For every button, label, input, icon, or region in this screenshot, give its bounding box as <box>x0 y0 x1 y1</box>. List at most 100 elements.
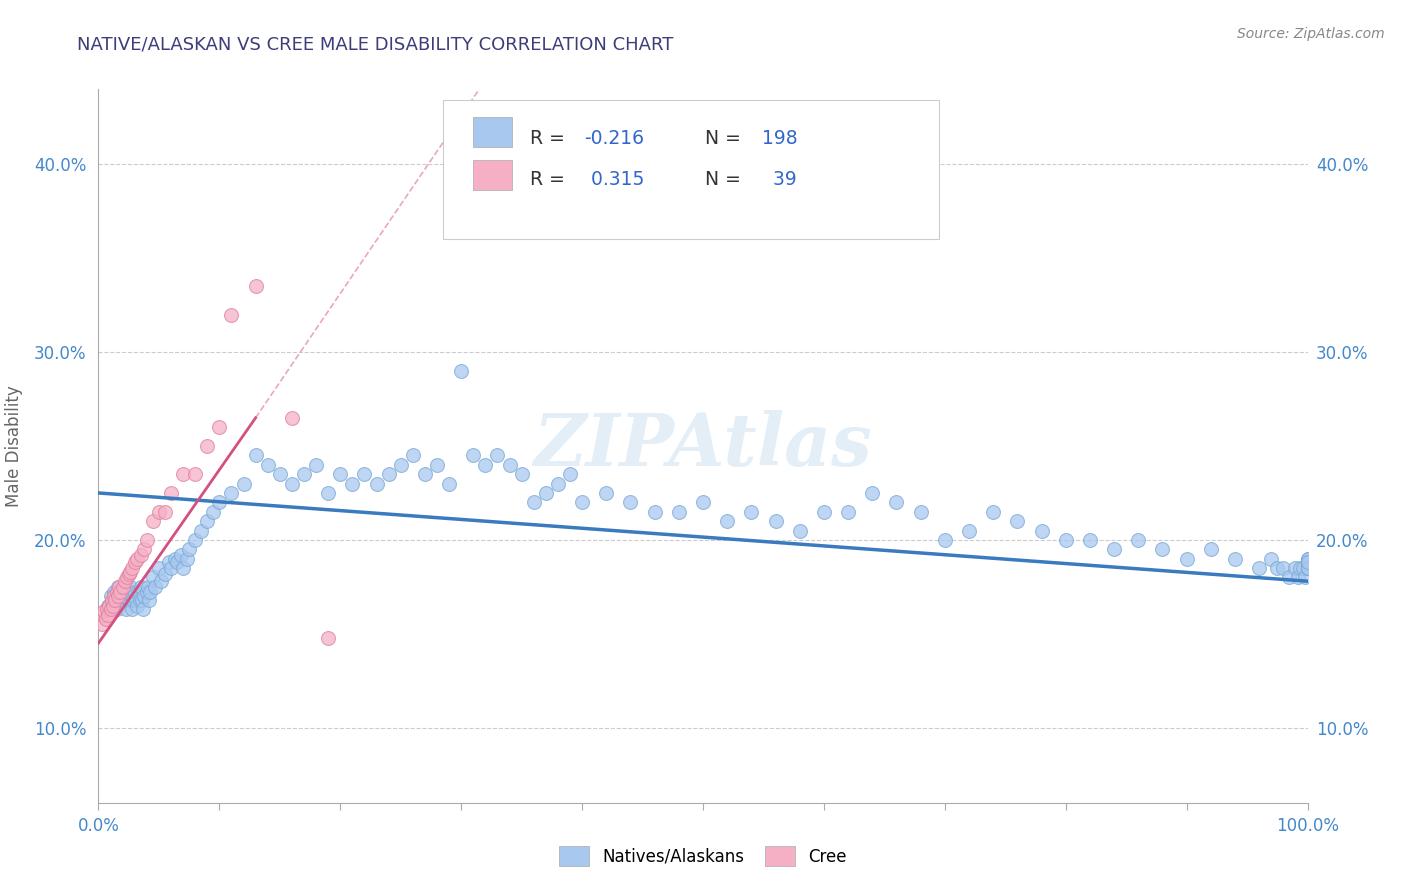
Point <box>135 585 157 599</box>
Point <box>135 533 157 547</box>
Point <box>98 599 121 613</box>
Point <box>547 476 569 491</box>
Point <box>104 593 127 607</box>
Point <box>1128 533 1150 547</box>
Point <box>122 593 145 607</box>
Point <box>105 602 128 616</box>
Point <box>190 524 212 538</box>
Point <box>1278 570 1301 584</box>
Point <box>1007 514 1029 528</box>
Point <box>245 449 267 463</box>
Point <box>1296 561 1319 575</box>
Point <box>1260 551 1282 566</box>
Point <box>124 585 146 599</box>
Point <box>1292 561 1315 575</box>
Text: 198: 198 <box>762 129 797 148</box>
Point <box>813 505 835 519</box>
Point <box>305 458 328 472</box>
Point <box>127 585 149 599</box>
Point <box>1296 561 1319 575</box>
Text: N =: N = <box>706 129 748 148</box>
Point <box>108 589 131 603</box>
Point <box>571 495 593 509</box>
Text: 0.315: 0.315 <box>585 170 644 189</box>
Point <box>134 589 156 603</box>
Point <box>316 631 339 645</box>
Point <box>463 449 485 463</box>
Point <box>426 458 449 472</box>
Point <box>114 574 136 589</box>
Point <box>97 607 120 622</box>
Point <box>118 580 141 594</box>
Point <box>148 561 170 575</box>
Point <box>127 599 149 613</box>
Point <box>127 551 149 566</box>
Point <box>111 593 134 607</box>
Point <box>256 458 278 472</box>
Point <box>103 585 125 599</box>
Text: R =: R = <box>530 129 571 148</box>
Point <box>138 593 160 607</box>
Point <box>1296 556 1319 570</box>
Point <box>160 486 183 500</box>
Point <box>692 495 714 509</box>
Text: -0.216: -0.216 <box>585 129 644 148</box>
Point <box>1296 556 1319 570</box>
Point <box>886 495 908 509</box>
Point <box>269 467 291 482</box>
Point <box>118 565 141 579</box>
Point <box>157 556 180 570</box>
Point <box>595 486 617 500</box>
Text: 39: 39 <box>768 170 797 189</box>
Point <box>172 467 194 482</box>
Point <box>105 585 128 599</box>
Point <box>342 476 364 491</box>
Point <box>107 580 129 594</box>
Point <box>1249 561 1271 575</box>
Point <box>134 542 156 557</box>
Point <box>221 308 243 322</box>
Point <box>644 505 666 519</box>
Text: N =: N = <box>706 170 748 189</box>
Point <box>1286 570 1309 584</box>
Point <box>101 599 124 613</box>
Point <box>143 580 166 594</box>
Point <box>1175 551 1198 566</box>
Point <box>510 467 533 482</box>
Point <box>281 410 304 425</box>
Point <box>101 593 124 607</box>
Point <box>1078 533 1101 547</box>
Point <box>139 585 162 599</box>
Point <box>91 607 114 622</box>
Point <box>523 495 546 509</box>
Point <box>115 602 138 616</box>
Point <box>129 548 152 562</box>
Point <box>117 585 139 599</box>
Point <box>100 593 122 607</box>
Point <box>118 566 141 581</box>
Point <box>1102 542 1125 557</box>
Point <box>765 514 787 528</box>
Point <box>128 593 150 607</box>
Point <box>142 514 165 528</box>
Point <box>121 602 143 616</box>
Point <box>1296 561 1319 575</box>
Point <box>100 589 122 603</box>
Point <box>136 580 159 594</box>
Point <box>366 476 388 491</box>
Point <box>353 467 375 482</box>
Point <box>100 602 122 616</box>
Point <box>96 602 118 616</box>
Text: R =: R = <box>530 170 571 189</box>
Point <box>413 467 436 482</box>
Point <box>150 574 173 589</box>
Text: Source: ZipAtlas.com: Source: ZipAtlas.com <box>1237 27 1385 41</box>
Point <box>1296 561 1319 575</box>
Point <box>172 561 194 575</box>
FancyBboxPatch shape <box>474 161 512 190</box>
Point <box>837 505 859 519</box>
Point <box>163 551 186 566</box>
Point <box>534 486 557 500</box>
Point <box>108 593 131 607</box>
Point <box>169 548 191 562</box>
